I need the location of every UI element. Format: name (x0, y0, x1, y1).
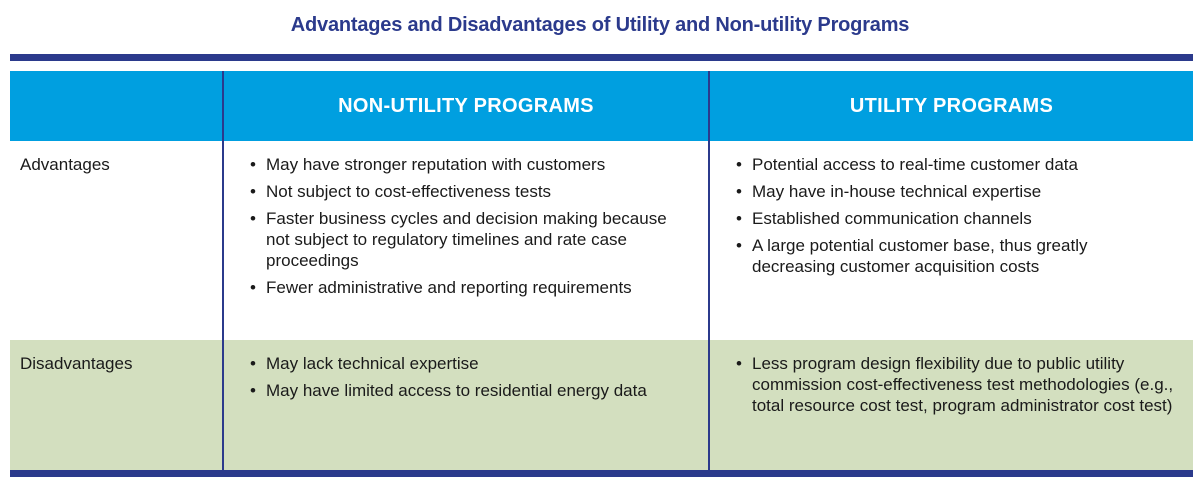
disadvantages-utility-cell: • Less program design flexibility due to … (708, 340, 1193, 470)
disadvantages-non-utility-cell: • May lack technical expertise • May have … (222, 340, 708, 470)
advantages-non-utility-list: • May have stronger reputation with custo… (224, 154, 708, 298)
bullet-icon: • (250, 278, 256, 297)
list-item: • Faster business cycles and decision mak… (250, 208, 690, 271)
bullet-icon: • (250, 354, 256, 373)
list-item-text: May have in-house technical expertise (752, 182, 1042, 201)
list-item: • Not subject to cost-effectiveness tests (250, 181, 690, 202)
list-item-text: Not subject to cost-effectiveness tests (266, 182, 552, 201)
list-item: • A large potential customer base, thus g… (736, 235, 1175, 277)
header-row: NON-UTILITY PROGRAMS UTILITY PROGRAMS (10, 71, 1193, 141)
list-item: • Less program design flexibility due to … (736, 353, 1175, 416)
list-item-text: A large potential customer base, thus gr… (752, 236, 1088, 276)
list-item: • May lack technical expertise (250, 353, 690, 374)
bullet-icon: • (250, 209, 256, 228)
disadvantages-label: Disadvantages (20, 354, 133, 373)
list-item: • Potential access to real-time customer … (736, 154, 1175, 175)
list-item: • May have limited access to residential … (250, 380, 690, 401)
header-empty-cell (10, 71, 222, 141)
list-item-text: Potential access to real-time customer d… (752, 155, 1078, 174)
list-item-text: Faster business cycles and decision maki… (266, 209, 667, 270)
list-item-text: Fewer administrative and reporting requi… (266, 278, 632, 297)
advantages-utility-cell: • Potential access to real-time customer … (708, 141, 1193, 340)
disadvantages-non-utility-list: • May lack technical expertise • May have … (224, 353, 708, 401)
list-item-text: Established communication channels (752, 209, 1032, 228)
disadvantages-utility-list: • Less program design flexibility due to … (710, 353, 1193, 416)
advantages-non-utility-cell: • May have stronger reputation with custo… (222, 141, 708, 340)
header-non-utility: NON-UTILITY PROGRAMS (222, 71, 708, 141)
bullet-icon: • (736, 182, 742, 201)
bullet-icon: • (250, 182, 256, 201)
bullet-icon: • (736, 236, 742, 255)
bullet-icon: • (736, 209, 742, 228)
list-item: • May have stronger reputation with custo… (250, 154, 690, 175)
bullet-icon: • (736, 354, 742, 373)
bullet-icon: • (736, 155, 742, 174)
list-item-text: May have limited access to residential e… (266, 381, 647, 400)
list-item-text: May have stronger reputation with custom… (266, 155, 606, 174)
advantages-row: Advantages • May have stronger reputation… (10, 141, 1193, 340)
advantages-label: Advantages (20, 155, 110, 174)
header-utility: UTILITY PROGRAMS (708, 71, 1193, 141)
comparison-table: NON-UTILITY PROGRAMS UTILITY PROGRAMS Ad… (10, 54, 1193, 477)
list-item: • Fewer administrative and reporting requ… (250, 277, 690, 298)
list-item-text: Less program design flexibility due to p… (752, 354, 1174, 415)
bullet-icon: • (250, 155, 256, 174)
top-gap (10, 61, 1193, 71)
list-item: • Established communication channels (736, 208, 1175, 229)
bullet-icon: • (250, 381, 256, 400)
list-item: • May have in-house technical expertise (736, 181, 1175, 202)
table-title: Advantages and Disadvantages of Utility … (290, 14, 910, 36)
advantages-utility-list: • Potential access to real-time customer … (710, 154, 1193, 277)
disadvantages-row: Disadvantages • May lack technical expert… (10, 340, 1193, 470)
list-item-text: May lack technical expertise (266, 354, 479, 373)
